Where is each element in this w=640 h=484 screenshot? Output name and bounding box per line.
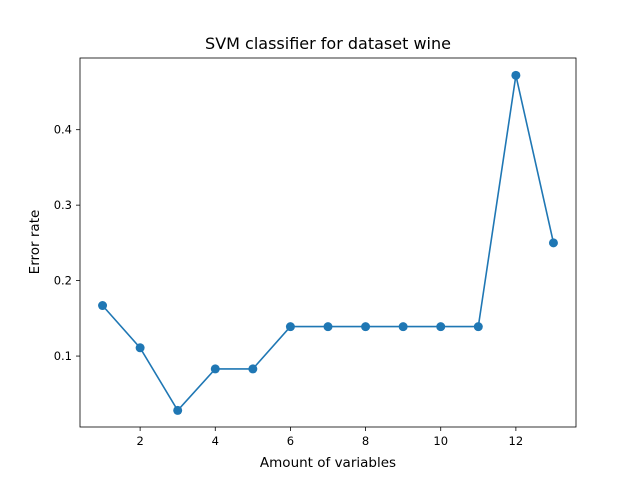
y-tick-label: 0.4 bbox=[54, 123, 72, 137]
y-axis-ticks: 0.1 0.2 0.3 0.4 bbox=[54, 123, 80, 363]
y-axis-label: Error rate bbox=[27, 210, 43, 275]
plot-series bbox=[98, 70, 558, 415]
data-point bbox=[323, 322, 333, 332]
data-point bbox=[361, 322, 371, 332]
data-point bbox=[436, 322, 446, 332]
data-point bbox=[248, 364, 258, 374]
y-tick-label: 0.1 bbox=[54, 349, 72, 363]
data-point bbox=[398, 322, 408, 332]
chart-title: SVM classifier for dataset wine bbox=[205, 34, 451, 53]
data-point bbox=[473, 322, 483, 332]
x-tick-label: 6 bbox=[287, 434, 294, 448]
data-point bbox=[285, 322, 295, 332]
x-tick-label: 10 bbox=[433, 434, 448, 448]
plot-frame bbox=[79, 57, 577, 428]
x-axis-label: Amount of variables bbox=[260, 455, 396, 471]
data-point bbox=[548, 238, 558, 248]
x-tick-label: 8 bbox=[362, 434, 369, 448]
x-axis-ticks: 2 4 6 8 10 12 bbox=[136, 427, 523, 448]
data-point bbox=[173, 405, 183, 415]
x-tick-label: 4 bbox=[212, 434, 219, 448]
data-point bbox=[98, 301, 108, 311]
data-point bbox=[210, 364, 220, 374]
x-tick-label: 2 bbox=[136, 434, 143, 448]
y-tick-label: 0.2 bbox=[54, 274, 72, 288]
y-tick-label: 0.3 bbox=[54, 198, 72, 212]
data-point bbox=[135, 343, 145, 353]
x-tick-label: 12 bbox=[509, 434, 524, 448]
data-point bbox=[511, 70, 521, 80]
